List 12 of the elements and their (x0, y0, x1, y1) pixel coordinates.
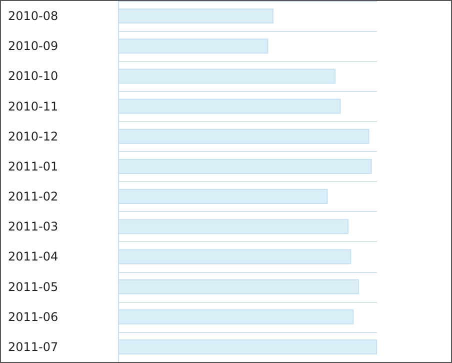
y-tick-label: 2011-03 (8, 220, 58, 234)
y-tick-label: 2011-07 (8, 340, 58, 354)
y-tick-label: 2011-04 (8, 250, 58, 264)
y-tick-label: 2010-11 (8, 99, 58, 114)
y-tick-label: 2011-06 (8, 310, 58, 324)
y-tick-label: 2010-10 (8, 69, 58, 84)
y-tick-label: 2011-01 (8, 159, 58, 174)
y-tick-label: 2010-09 (8, 39, 58, 54)
y-tick-label: 2010-08 (8, 9, 58, 24)
y-tick-label: 2011-05 (8, 280, 58, 294)
y-tick-label: 2010-12 (8, 129, 58, 144)
y-tick-label: 2011-02 (8, 190, 58, 204)
